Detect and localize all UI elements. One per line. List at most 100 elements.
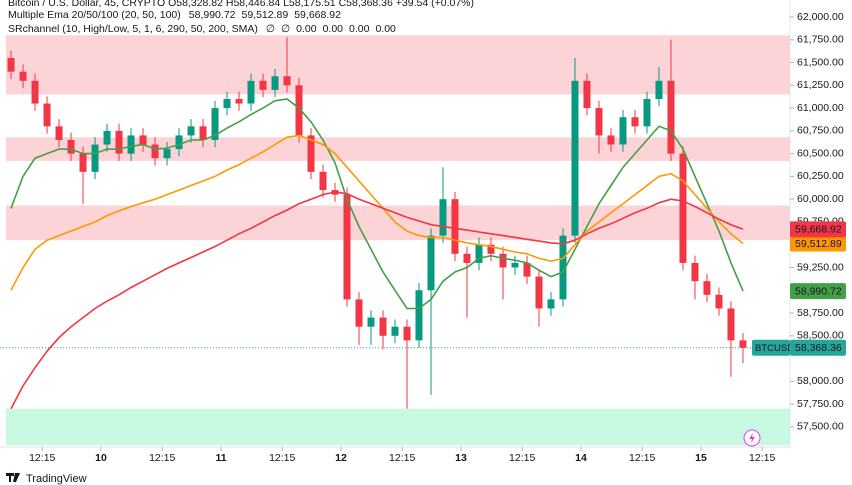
header-value: 0.00	[375, 23, 396, 35]
x-tick-label: 12:15	[29, 452, 55, 464]
candle-body	[259, 80, 267, 90]
indicator-title: Multiple Ema 20/50/100 (20, 50, 100)	[8, 9, 181, 21]
y-tick-label: 59,250.00	[797, 261, 844, 273]
candle-body	[319, 171, 327, 191]
candle-body	[127, 135, 135, 154]
price-tag	[790, 283, 846, 300]
candle-body	[535, 276, 543, 309]
candle-body	[31, 80, 39, 104]
y-tick-label: 61,250.00	[797, 79, 844, 91]
candle-body	[7, 58, 15, 72]
ema-line	[10, 134, 744, 291]
candle-body	[715, 294, 723, 309]
y-tick-label: 60,000.00	[797, 193, 844, 205]
y-tick-label: 62,000.00	[797, 11, 844, 23]
symbol-line: Bitcoin / U.S. Dollar, 45, CRYPTO O58,32…	[8, 0, 474, 9]
x-tick-label: 14	[575, 452, 587, 464]
x-tick-label: 11	[215, 452, 226, 464]
ema-line	[10, 191, 744, 410]
header-value: 59,668.92	[294, 9, 341, 21]
sr-zone	[6, 137, 790, 161]
candle-body	[619, 117, 627, 145]
candle-body	[235, 98, 243, 104]
candle-body	[55, 126, 63, 140]
y-tick-label: 61,750.00	[797, 34, 844, 46]
candle-body	[79, 153, 87, 172]
candle-body	[295, 85, 303, 136]
candle-body	[355, 299, 363, 327]
candle-body	[547, 299, 555, 309]
candle-body	[499, 253, 507, 268]
x-tick-label: 12:15	[509, 452, 535, 464]
candle-body	[379, 317, 387, 336]
candle-body	[67, 139, 75, 154]
y-tick-label: 58,000.00	[797, 375, 844, 387]
candle-body	[271, 76, 279, 90]
logo: TradingView	[6, 473, 87, 485]
indicator-title: SRchannel (10, High/Low, 5, 1, 6, 290, 5…	[8, 23, 258, 35]
x-tick-label: 12	[335, 452, 347, 464]
x-tick-label: 12:15	[749, 452, 775, 464]
header-value: ∅	[266, 23, 275, 35]
candle-body	[463, 253, 471, 263]
header-value: ∅	[281, 23, 290, 35]
candle-body	[247, 80, 255, 104]
candle-body	[571, 80, 579, 236]
candle-body	[691, 262, 699, 282]
alert-icon[interactable]	[743, 429, 761, 447]
candle-body	[583, 80, 591, 109]
candle-body	[607, 135, 615, 145]
candle-body	[511, 262, 519, 268]
candle-body	[403, 326, 411, 341]
candle-body	[475, 244, 483, 263]
price-tag-label: 58,368.36	[795, 342, 842, 354]
header: Bitcoin / U.S. Dollar, 45, CRYPTO O58,32…	[8, 0, 474, 35]
candle-body	[679, 153, 687, 263]
candle-body	[451, 199, 459, 254]
candle-body	[595, 108, 603, 136]
y-tick-label: 60,750.00	[797, 125, 844, 137]
candle-body	[559, 235, 567, 300]
candle-body	[439, 199, 447, 236]
candle-body	[631, 117, 639, 127]
x-tick-label: 15	[695, 452, 707, 464]
header-value: 58,990.72	[189, 9, 236, 21]
y-tick-label: 61,000.00	[797, 102, 844, 114]
header-value: 0.00	[349, 23, 370, 35]
price-tag	[790, 221, 846, 238]
candle-body	[199, 126, 207, 140]
x-tick-label: 13	[455, 452, 467, 464]
candle-body	[211, 108, 219, 140]
y-tick-label: 57,500.00	[797, 421, 844, 433]
symbol-tag-label: BTCUSD	[755, 343, 794, 354]
price-tag-label: 59,512.89	[795, 238, 842, 250]
y-tick-label: 57,750.00	[797, 398, 844, 410]
candle-body	[487, 244, 495, 254]
y-tick-label: 61,500.00	[797, 56, 844, 68]
candle-body	[703, 281, 711, 295]
x-tick-label: 12:15	[629, 452, 655, 464]
candle-body	[91, 144, 99, 172]
x-tick-label: 12:15	[149, 452, 175, 464]
candle-body	[187, 126, 195, 136]
price-tag	[790, 235, 846, 252]
x-tick-label: 12:15	[389, 452, 415, 464]
price-tag	[790, 339, 846, 356]
sr-zone	[6, 205, 790, 241]
candle-body	[43, 103, 51, 127]
candle-body	[307, 135, 315, 172]
header-value: 0.00	[323, 23, 344, 35]
header-value: 59,512.89	[242, 9, 289, 21]
candle-body	[343, 194, 351, 300]
candle-body	[391, 326, 399, 336]
candle-body	[739, 340, 747, 348]
candle-body	[727, 308, 735, 341]
price-tag-label: 59,668.92	[795, 224, 842, 236]
candle-body	[367, 317, 375, 327]
candle-body	[415, 290, 423, 341]
y-tick-label: 60,500.00	[797, 147, 844, 159]
brand: TradingView	[26, 473, 87, 485]
candle-body	[115, 130, 123, 154]
candle-body	[643, 98, 651, 127]
